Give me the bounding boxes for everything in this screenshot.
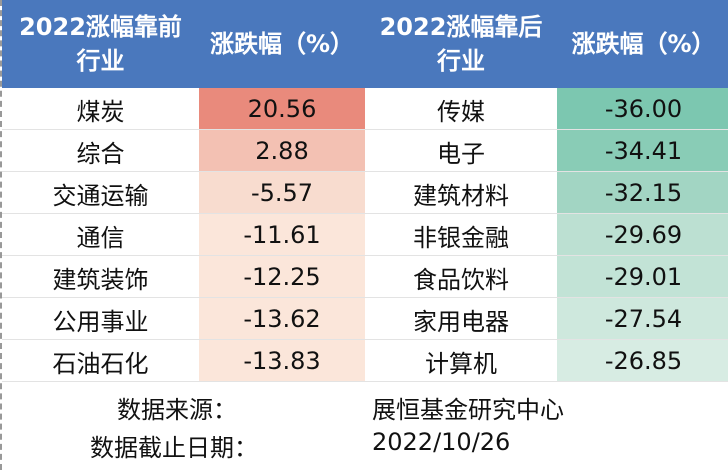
industry-cell: 传媒 (365, 88, 557, 130)
industry-cell: 非银金融 (365, 214, 557, 256)
industry-cell: 建筑装饰 (2, 256, 199, 298)
value-cell: -36.00 (557, 88, 728, 130)
industry-cell: 建筑材料 (365, 172, 557, 214)
header-text: 涨跌幅（%） (209, 30, 355, 58)
value-cell: -13.83 (199, 340, 365, 382)
footer-value: 展恒基金研究中心 (372, 396, 564, 424)
industry-cell: 综合 (2, 130, 199, 172)
value-cell: -32.15 (557, 172, 728, 214)
row-divider (2, 381, 728, 382)
header-text: 2022涨幅靠后 (379, 13, 543, 41)
value-cell: -29.01 (557, 256, 728, 298)
row-divider (2, 255, 728, 256)
industry-cell: 食品饮料 (365, 256, 557, 298)
value-cell: -11.61 (199, 214, 365, 256)
row-divider (2, 339, 728, 340)
header-cell: 2022涨幅靠后 行业 (365, 0, 557, 88)
header-text: 涨跌幅（%） (571, 30, 716, 58)
industry-cell: 电子 (365, 130, 557, 172)
value-cell: 20.56 (199, 88, 365, 130)
row-divider (2, 297, 728, 298)
industry-cell: 计算机 (365, 340, 557, 382)
footer-label: 数据截止日期： (90, 434, 258, 462)
value-cell: -26.85 (557, 340, 728, 382)
value-cell: -5.57 (199, 172, 365, 214)
row-divider (2, 171, 728, 172)
industry-cell: 交通运输 (2, 172, 199, 214)
row-divider (2, 213, 728, 214)
industry-cell: 通信 (2, 214, 199, 256)
value-cell: -34.41 (557, 130, 728, 172)
header-text: 行业 (437, 47, 485, 75)
value-cell: -29.69 (557, 214, 728, 256)
industry-cell: 家用电器 (365, 298, 557, 340)
footer-value: 2022/10/26 (372, 428, 511, 456)
industry-cell: 煤炭 (2, 88, 199, 130)
value-cell: 2.88 (199, 130, 365, 172)
footer-label: 数据来源： (117, 396, 237, 424)
value-cell: -13.62 (199, 298, 365, 340)
row-divider (2, 129, 728, 130)
value-cell: -27.54 (557, 298, 728, 340)
header-text: 行业 (76, 47, 125, 75)
header-cell: 涨跌幅（%） (557, 0, 728, 88)
industry-cell: 石油石化 (2, 340, 199, 382)
header-text: 2022涨幅靠前 (19, 13, 182, 41)
industry-cell: 公用事业 (2, 298, 199, 340)
header-cell: 涨跌幅（%） (199, 0, 365, 88)
header-cell: 2022涨幅靠前 行业 (2, 0, 199, 88)
value-cell: -12.25 (199, 256, 365, 298)
